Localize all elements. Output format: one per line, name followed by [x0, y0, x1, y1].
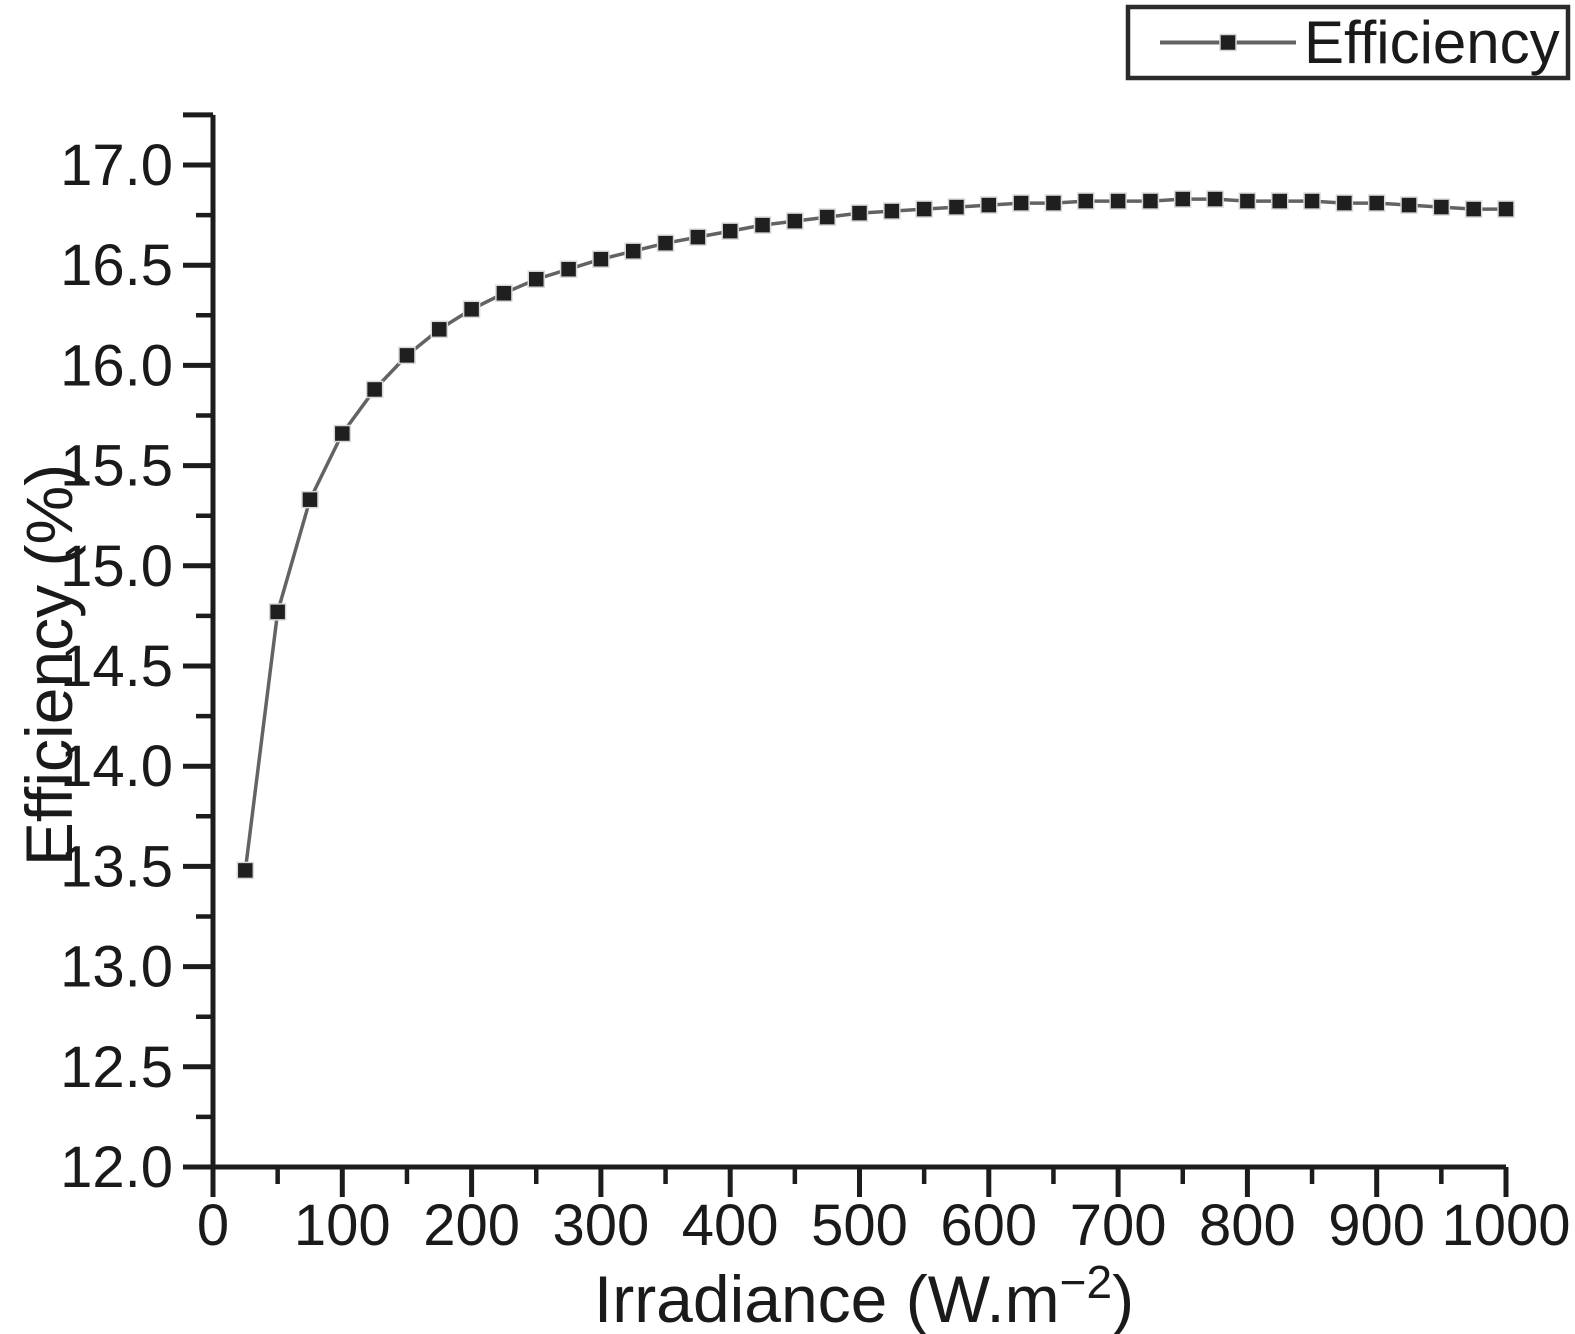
x-tick-label: 900 — [1328, 1193, 1425, 1258]
y-tick-label: 15.0 — [60, 534, 173, 599]
data-point-marker — [980, 196, 998, 214]
y-tick-label: 12.5 — [60, 1035, 173, 1100]
legend-entry-label: Efficiency — [1304, 9, 1560, 76]
data-point-marker — [1432, 198, 1451, 216]
data-point-marker — [1044, 194, 1063, 212]
legend: Efficiency — [1125, 4, 1571, 81]
data-point-marker — [1497, 200, 1515, 218]
x-tick-label: 300 — [553, 1193, 650, 1258]
data-point-marker — [1367, 194, 1386, 212]
x-axis-title: Irradiance (W.m−2) — [594, 1256, 1134, 1334]
x-tick-label: 500 — [811, 1193, 908, 1258]
y-tick-label: 13.0 — [60, 935, 173, 1000]
y-tick-label: 12.0 — [60, 1135, 173, 1200]
data-point-marker — [786, 212, 804, 230]
data-point-marker — [333, 424, 352, 443]
y-tick-label: 13.5 — [60, 834, 173, 899]
data-point-marker — [365, 380, 384, 399]
x-tick-label: 700 — [1070, 1193, 1167, 1258]
y-tick-label: 17.0 — [60, 133, 173, 198]
series-line — [243, 197, 1506, 871]
data-point-marker — [559, 260, 578, 278]
data-point-marker — [656, 234, 675, 252]
data-point-marker — [301, 490, 319, 509]
x-tick-label: 600 — [940, 1193, 1037, 1258]
data-point-marker — [1077, 192, 1095, 210]
x-tick-label: 800 — [1199, 1193, 1296, 1258]
data-point-marker — [689, 228, 707, 246]
data-point-marker — [1109, 192, 1127, 210]
data-point-marker — [915, 200, 933, 218]
y-tick-label: 15.5 — [60, 434, 173, 499]
y-axis-title: Efficiency (%) — [12, 464, 86, 866]
data-point-marker — [1270, 192, 1289, 210]
data-point-marker — [753, 216, 772, 234]
data-point-marker — [947, 198, 966, 216]
data-point-marker — [1303, 192, 1321, 210]
data-point-marker — [1464, 200, 1483, 218]
data-point-marker — [527, 270, 545, 288]
data-point-marker — [592, 250, 610, 268]
data-point-marker — [721, 222, 739, 240]
data-point-marker — [398, 346, 416, 365]
y-tick-label: 14.0 — [60, 734, 173, 799]
legend-square-marker-icon — [1219, 33, 1237, 52]
data-point-marker — [1238, 192, 1257, 210]
data-point-marker — [236, 861, 255, 880]
data-point-marker — [1141, 192, 1160, 210]
data-point-marker — [462, 300, 481, 319]
data-point-marker — [495, 284, 513, 303]
data-point-marker — [1400, 196, 1418, 214]
data-point-marker — [883, 202, 901, 220]
data-point-marker — [268, 603, 287, 621]
y-tick-label: 14.5 — [60, 634, 173, 699]
y-tick-label: 16.0 — [60, 333, 173, 398]
efficiency-series — [236, 190, 1515, 880]
y-tick-label: 16.5 — [60, 233, 173, 298]
data-point-marker — [1012, 194, 1030, 212]
x-tick-label: 0 — [197, 1193, 229, 1258]
data-point-marker — [850, 204, 869, 222]
data-point-marker — [1174, 190, 1192, 208]
data-point-marker — [1335, 194, 1354, 212]
data-point-marker — [430, 320, 449, 339]
data-point-marker — [624, 242, 642, 260]
data-point-marker — [1206, 190, 1224, 208]
axes: 12.0 12.5 13.0 13.5 14.0 14.5 15.0 15.5 16.0 16.5… — [60, 112, 1571, 1258]
x-tick-label: 100 — [294, 1193, 391, 1258]
x-tick-label: 200 — [423, 1193, 520, 1258]
x-tick-label: 400 — [682, 1193, 779, 1258]
x-tick-label: 1000 — [1441, 1193, 1570, 1258]
data-point-marker — [818, 208, 836, 226]
